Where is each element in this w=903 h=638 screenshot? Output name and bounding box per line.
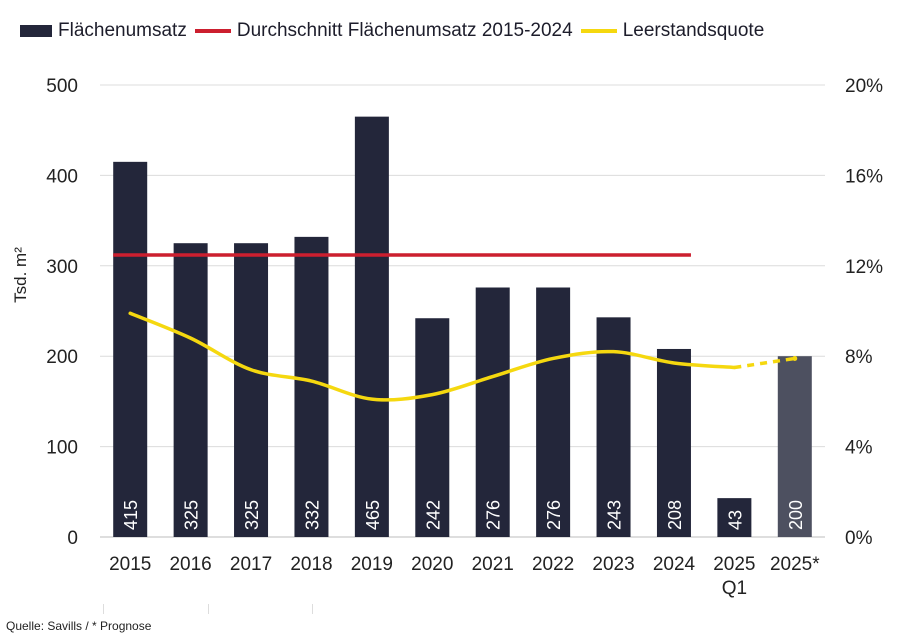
vacancy-line [128,311,737,402]
bar-value-label: 276 [484,500,504,530]
bar-value-label: 243 [605,500,625,530]
bar-value-label: 276 [544,500,564,530]
y2-tick-label: 20% [845,76,883,97]
y-tick-label: 400 [46,166,78,187]
source-divider [103,604,104,614]
x-tick-label: Q1 [722,578,747,599]
y2-tick-label: 16% [845,166,883,187]
bar [234,243,269,537]
x-tick-label: 2023 [592,554,634,575]
bar-value-label: 415 [121,500,141,530]
x-tick-label: 2025* [770,554,820,575]
y-tick-label: 100 [46,438,78,459]
x-tick-label: 2019 [351,554,393,575]
legend-swatch-bar [20,25,52,37]
y-tick-label: 300 [46,257,78,278]
bar [354,116,389,537]
bar-value-label: 200 [786,500,806,530]
x-tick-label: 2022 [532,554,574,575]
x-tick-label: 2018 [290,554,332,575]
legend-swatch-avg [194,29,231,33]
y-tick-label: 200 [46,347,78,368]
source-divider [208,604,209,614]
legend-item-flaechenumsatz: Flächenumsatz [20,20,187,42]
bar-value-label: 43 [725,510,745,530]
y2-tick-label: 4% [845,438,873,459]
vacancy-point [792,355,798,361]
x-tick-label: 2024 [653,554,696,575]
legend-label-flaechenumsatz: Flächenumsatz [58,20,187,41]
bar-value-label: 325 [182,500,202,530]
x-tick-label: 2020 [411,554,453,575]
legend-item-durchschnitt: Durchschnitt Flächenumsatz 2015-2024 [194,20,573,42]
bar [475,287,510,537]
y-tick-label: 0 [67,528,78,549]
y2-tick-label: 12% [845,257,883,278]
y2-tick-label: 0% [845,528,873,549]
bar-value-label: 332 [302,500,322,530]
vacancy-line-forecast [734,356,796,370]
legend-label-leerstandsquote: Leerstandsquote [622,20,765,41]
y-axis-label: Tsd. m² [11,247,30,303]
bar-value-label: 242 [423,500,443,530]
source-divider [312,604,313,614]
bar [656,348,691,537]
x-tick-label: 2025 [713,554,755,575]
bar-value-label: 325 [242,500,262,530]
bar-value-label: 465 [363,500,383,530]
bar [113,161,148,537]
bar [717,498,752,537]
legend-swatch-vacancy [580,29,617,33]
x-tick-label: 2017 [230,554,272,575]
bar [173,243,208,537]
x-tick-label: 2015 [109,554,151,575]
legend-item-leerstandsquote: Leerstandsquote [580,20,765,42]
y-tick-label: 500 [46,76,78,97]
source-note: Quelle: Savills / * Prognose [6,619,152,633]
y2-tick-label: 8% [845,347,873,368]
legend-label-durchschnitt: Durchschnitt Flächenumsatz 2015-2024 [236,20,573,41]
bar-value-label: 208 [665,500,685,530]
bar [415,318,450,537]
x-tick-label: 2016 [169,554,211,575]
legend: Flächenumsatz Durchschnitt Flächenumsatz… [20,20,772,42]
bar [777,356,812,537]
x-tick-label: 2021 [472,554,514,575]
bar [294,236,329,537]
bar [536,287,571,537]
